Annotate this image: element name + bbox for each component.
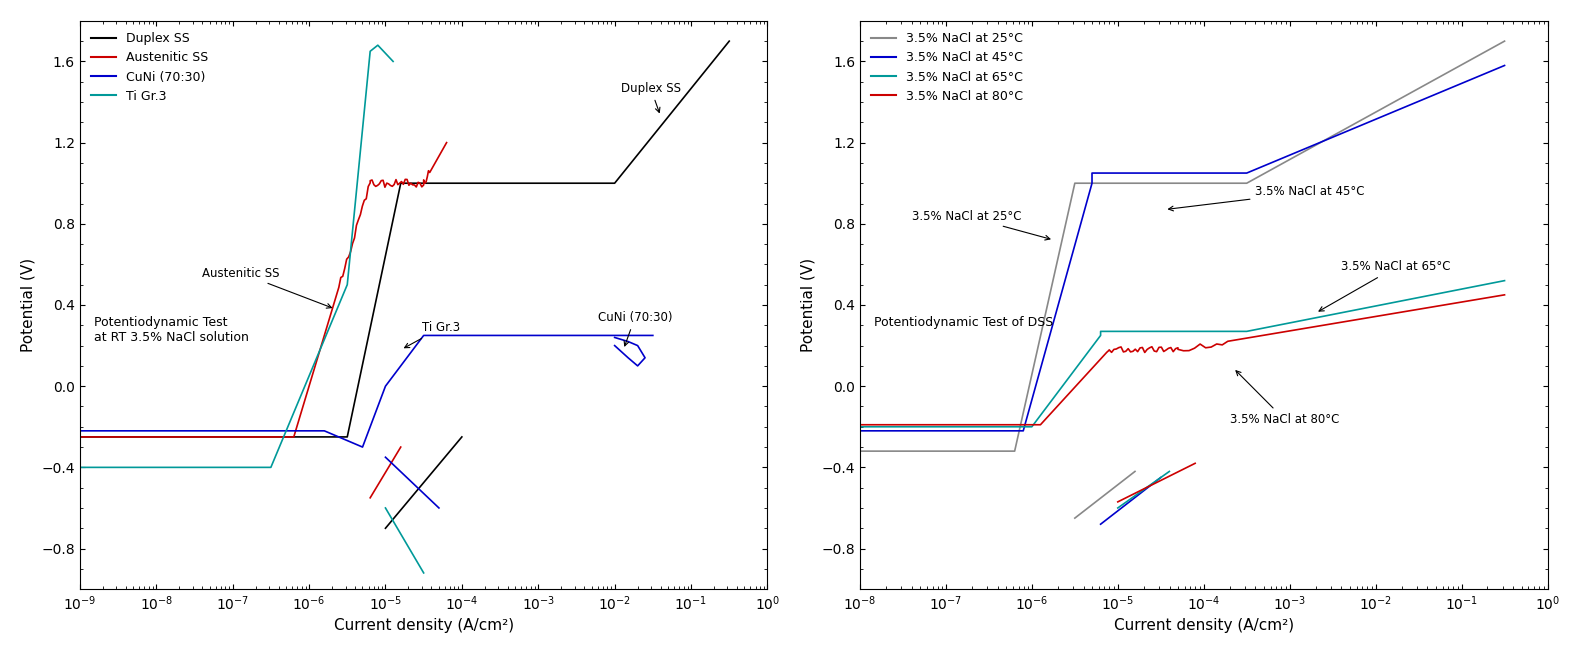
Legend: 3.5% NaCl at 25°C, 3.5% NaCl at 45°C, 3.5% NaCl at 65°C, 3.5% NaCl at 80°C: 3.5% NaCl at 25°C, 3.5% NaCl at 45°C, 3.… (866, 27, 1028, 108)
Text: Potentiodynamic Test
at RT 3.5% NaCl solution: Potentiodynamic Test at RT 3.5% NaCl sol… (93, 317, 248, 345)
Text: 3.5% NaCl at 25°C: 3.5% NaCl at 25°C (912, 210, 1050, 240)
Text: 3.5% NaCl at 45°C: 3.5% NaCl at 45°C (1168, 185, 1364, 211)
Text: Duplex SS: Duplex SS (621, 82, 681, 112)
X-axis label: Current density (A/cm²): Current density (A/cm²) (1113, 618, 1293, 633)
Y-axis label: Potential (V): Potential (V) (802, 258, 816, 352)
Legend: Duplex SS, Austenitic SS, CuNi (70:30), Ti Gr.3: Duplex SS, Austenitic SS, CuNi (70:30), … (85, 27, 213, 108)
Text: Austenitic SS: Austenitic SS (202, 267, 332, 308)
Text: CuNi (70:30): CuNi (70:30) (598, 311, 672, 346)
Text: 3.5% NaCl at 80°C: 3.5% NaCl at 80°C (1230, 371, 1339, 426)
Text: 3.5% NaCl at 65°C: 3.5% NaCl at 65°C (1319, 260, 1451, 311)
X-axis label: Current density (A/cm²): Current density (A/cm²) (334, 618, 514, 633)
Text: Ti Gr.3: Ti Gr.3 (405, 321, 460, 348)
Text: Potentiodynamic Test of DSS: Potentiodynamic Test of DSS (874, 317, 1053, 330)
Y-axis label: Potential (V): Potential (V) (21, 258, 36, 352)
